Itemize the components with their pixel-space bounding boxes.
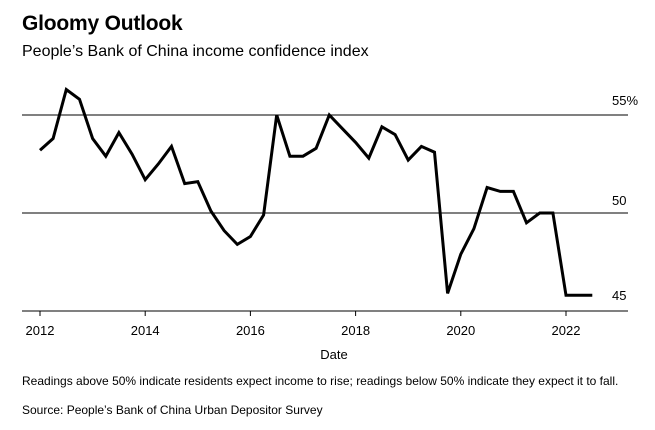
series-line bbox=[38, 86, 593, 297]
chart-title: Gloomy Outlook bbox=[22, 12, 183, 35]
x-axis-title: Date bbox=[320, 347, 347, 362]
line-chart: 55% 50 45 2012 2014 2016 2018 2020 2022 Date bbox=[22, 86, 638, 362]
x-tick-label: 2014 bbox=[131, 323, 160, 338]
chart-footnote: Readings above 50% indicate residents ex… bbox=[22, 374, 619, 388]
x-tick-label: 2022 bbox=[552, 323, 581, 338]
x-tick-label: 2018 bbox=[341, 323, 370, 338]
y-tick-label: 50 bbox=[612, 193, 626, 208]
y-tick-label: 55% bbox=[612, 93, 638, 108]
chart-source: Source: People’s Bank of China Urban Dep… bbox=[22, 403, 323, 417]
x-tick-label: 2012 bbox=[26, 323, 55, 338]
x-tick-label: 2016 bbox=[236, 323, 265, 338]
y-tick-label: 45 bbox=[612, 288, 626, 303]
x-tick-label: 2020 bbox=[446, 323, 475, 338]
chart-subtitle: People’s Bank of China income confidence… bbox=[22, 43, 369, 60]
